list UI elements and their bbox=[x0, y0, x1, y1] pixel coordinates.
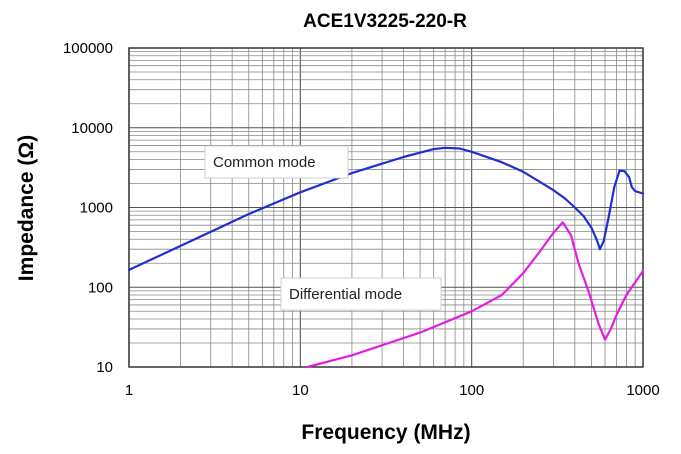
plot-frame bbox=[128, 47, 644, 368]
grid bbox=[128, 48, 643, 368]
x-tick-label: 10 bbox=[292, 382, 309, 399]
annotation-layer: Common mode Differential mode bbox=[204, 145, 442, 311]
series-common-mode-line bbox=[127, 146, 645, 271]
y-tick-label: 10000 bbox=[71, 120, 113, 137]
series-differential-mode-line bbox=[306, 221, 645, 369]
tick-labels: 1 10 100 1000 10 100 1000 10000 100000 bbox=[63, 40, 660, 399]
y-tick-label: 10 bbox=[96, 359, 113, 376]
y-axis-label: Impedance (Ω) bbox=[15, 135, 38, 281]
x-tick-label: 100 bbox=[459, 382, 484, 399]
y-tick-label: 100 bbox=[88, 279, 113, 296]
annotation-differential-mode-label: Differential mode bbox=[289, 286, 402, 303]
series-layer bbox=[127, 146, 645, 369]
y-tick-label: 1000 bbox=[80, 200, 113, 217]
y-tick-label: 100000 bbox=[63, 40, 113, 57]
x-tick-label: 1 bbox=[125, 382, 133, 399]
annotation-common-mode-label: Common mode bbox=[213, 154, 316, 171]
x-axis-label: Frequency (MHz) bbox=[301, 421, 470, 444]
annotation-differential-mode-box bbox=[280, 277, 442, 311]
x-tick-label: 1000 bbox=[626, 382, 659, 399]
annotation-common-mode-box bbox=[204, 145, 349, 179]
chart-title: ACE1V3225-220-R bbox=[303, 11, 467, 32]
